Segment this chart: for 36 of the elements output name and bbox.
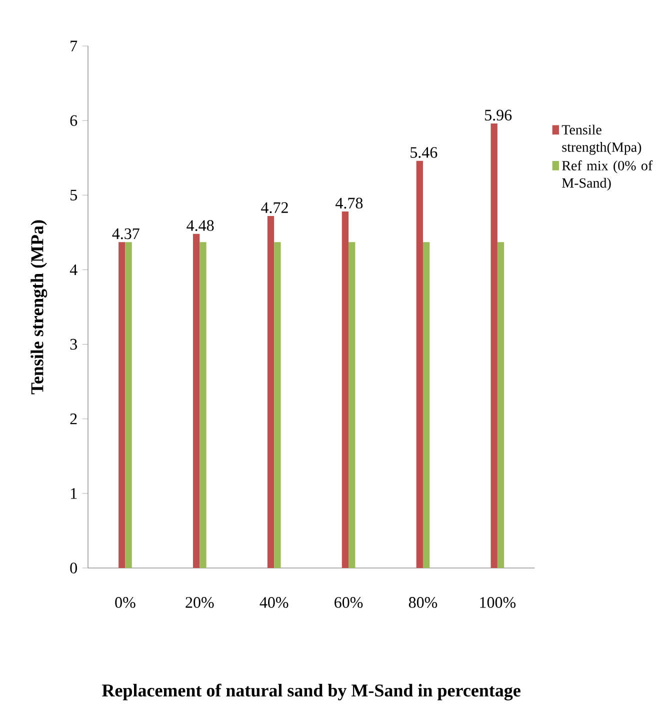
y-tick-label: 3 <box>70 338 77 350</box>
x-tick-label: 40% <box>260 597 288 608</box>
bar <box>125 242 132 568</box>
y-tick-label: 1 <box>70 488 76 499</box>
bar <box>200 242 206 568</box>
bar <box>342 212 348 568</box>
y-tick-label: 4 <box>70 264 78 275</box>
y-tick-label: 5 <box>70 190 77 200</box>
bar <box>416 160 423 568</box>
data-label: 4.48 <box>186 220 214 231</box>
data-label: 4.72 <box>260 202 288 214</box>
x-tick-label: 20% <box>186 597 214 608</box>
y-axis-title: Tensile strength (MPa) <box>30 220 47 394</box>
y-tick-label: 0 <box>70 562 77 574</box>
x-tick-label: 60% <box>334 597 363 608</box>
bar <box>274 242 281 568</box>
data-label: 4.78 <box>335 198 362 209</box>
x-tick-label: 100% <box>480 597 516 608</box>
legend-label: Tensile strength(Mpa) <box>562 124 641 155</box>
data-label: 4.37 <box>112 228 140 240</box>
x-tick-label: 80% <box>408 597 437 608</box>
y-tick-label: 7 <box>70 40 77 52</box>
bar <box>348 242 356 568</box>
x-axis-title: Replacement of natural sand by M-Sand in percentage <box>102 684 520 700</box>
data-label: 5.96 <box>484 110 512 121</box>
bar <box>422 242 430 568</box>
bar <box>118 242 126 568</box>
bar <box>267 216 274 568</box>
legend-label: Ref mix (0% of M-Sand) <box>562 160 652 191</box>
bar <box>497 242 504 568</box>
y-tick-label: 6 <box>70 115 77 126</box>
data-label: 5.46 <box>410 147 438 158</box>
bar <box>490 124 498 568</box>
y-tick-label: 2 <box>70 414 77 424</box>
bar <box>192 234 200 568</box>
x-tick-label: 0% <box>115 597 136 608</box>
